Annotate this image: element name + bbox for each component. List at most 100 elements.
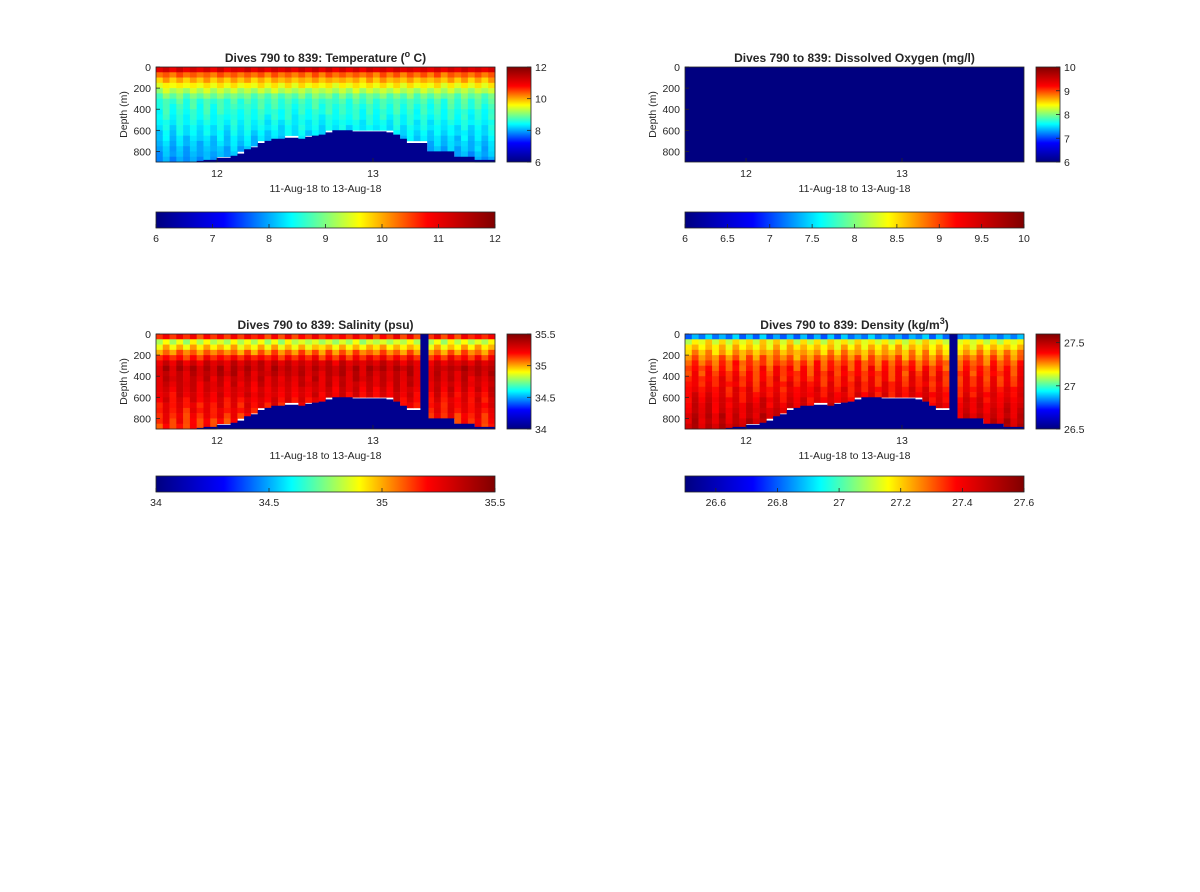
heatmap-cell — [488, 397, 496, 403]
heatmap-cell — [284, 397, 292, 403]
heatmap-cell — [339, 360, 347, 366]
heatmap-cell — [773, 365, 781, 372]
heatmap-cell — [834, 386, 842, 393]
heatmap-cell — [1010, 423, 1018, 430]
bottom-colorbar-label: 34 — [150, 497, 162, 509]
heatmap-cell — [413, 88, 421, 94]
heatmap-cell — [888, 365, 896, 372]
heatmap-cell — [400, 365, 408, 372]
heatmap-cell — [189, 386, 197, 393]
heatmap-cell — [406, 402, 414, 409]
heatmap-cell — [271, 72, 279, 78]
heatmap-cell — [488, 360, 496, 366]
heatmap-cell — [298, 360, 306, 366]
heatmap-cell — [406, 376, 414, 382]
heatmap-cell — [278, 88, 286, 94]
heatmap-cell — [244, 114, 252, 121]
heatmap-cell — [305, 88, 313, 94]
heatmap-cell — [691, 386, 699, 393]
heatmap-cell — [237, 349, 245, 356]
heatmap-cell — [427, 392, 435, 398]
heatmap-cell — [739, 349, 747, 356]
heatmap-cell — [481, 365, 489, 372]
heatmap-cell — [467, 119, 475, 126]
heatmap-cell — [203, 151, 211, 158]
heatmap-cell — [169, 402, 177, 409]
heatmap-cell — [467, 360, 475, 366]
heatmap-cell — [210, 392, 218, 398]
heatmap-cell — [746, 392, 754, 398]
heatmap-cell — [942, 360, 950, 366]
heatmap-cell — [996, 413, 1004, 419]
heatmap-cell — [156, 402, 164, 409]
heatmap-cell — [461, 140, 469, 147]
heatmap-cell — [461, 114, 469, 121]
heatmap-cell — [332, 360, 340, 366]
heatmap-cell — [162, 339, 170, 345]
heatmap-cell — [732, 355, 740, 361]
heatmap-cell — [223, 381, 231, 388]
heatmap-cell — [318, 392, 326, 398]
heatmap-cell — [454, 344, 462, 351]
heatmap-cell — [962, 381, 971, 388]
heatmap-cell — [264, 334, 272, 340]
heatmap-cell — [332, 88, 340, 94]
heatmap-cell — [189, 72, 197, 78]
heatmap-cell — [169, 125, 177, 131]
heatmap-cell — [189, 344, 197, 351]
heatmap-cell — [942, 344, 950, 351]
side-colorbar-label: 34 — [535, 424, 547, 436]
heatmap-cell — [996, 339, 1004, 345]
heatmap-cell — [325, 339, 333, 345]
heatmap-cell — [440, 370, 448, 377]
heatmap-cell — [210, 156, 218, 163]
heatmap-cell — [352, 376, 360, 382]
heatmap-cell — [800, 381, 808, 388]
heatmap-cell — [433, 77, 442, 84]
panel-oxygen: Dives 790 to 839: Dissolved Oxygen (mg/l… — [647, 51, 1076, 245]
heatmap-cell — [1017, 376, 1025, 382]
heatmap-cell — [976, 339, 984, 345]
heatmap-cell — [433, 381, 442, 388]
heatmap-cell — [481, 82, 489, 89]
heatmap-cell — [406, 370, 414, 377]
heatmap-cell — [440, 77, 448, 84]
heatmap-cell — [868, 349, 876, 356]
heatmap-cell — [447, 125, 455, 131]
heatmap-cell — [746, 407, 754, 414]
heatmap-cell — [976, 402, 984, 409]
heatmap-cell — [217, 114, 225, 121]
heatmap-cell — [230, 72, 238, 78]
heatmap-cell — [969, 355, 977, 361]
heatmap-cell — [217, 151, 225, 158]
heatmap-cell — [779, 381, 787, 388]
heatmap-cell — [732, 349, 740, 356]
heatmap-cell — [1017, 397, 1025, 403]
heatmap-cell — [210, 339, 218, 345]
heatmap-cell — [250, 370, 258, 377]
heatmap-cell — [332, 376, 340, 382]
heatmap-cell — [406, 130, 414, 136]
heatmap-cell — [156, 334, 164, 340]
heatmap-cell — [257, 98, 265, 105]
heatmap-cell — [291, 360, 299, 366]
heatmap-cell — [474, 156, 482, 163]
heatmap-cell — [250, 355, 258, 361]
heatmap-cell — [237, 360, 245, 366]
y-axis-label: Depth (m) — [647, 91, 659, 138]
heatmap-cell — [834, 370, 842, 377]
heatmap-cell — [712, 376, 720, 382]
heatmap-cell — [332, 339, 340, 345]
heatmap-cell — [481, 130, 489, 136]
heatmap-cell — [298, 77, 306, 84]
heatmap-cell — [969, 339, 977, 345]
heatmap-cell — [298, 344, 306, 351]
heatmap-cell — [942, 386, 950, 393]
heatmap-cell — [406, 386, 414, 393]
heatmap-cell — [481, 72, 489, 78]
heatmap-cell — [278, 355, 286, 361]
heatmap-cell — [271, 88, 279, 94]
heatmap-cell — [305, 355, 313, 361]
heatmap-cell — [345, 344, 353, 351]
heatmap-cell — [169, 407, 177, 414]
